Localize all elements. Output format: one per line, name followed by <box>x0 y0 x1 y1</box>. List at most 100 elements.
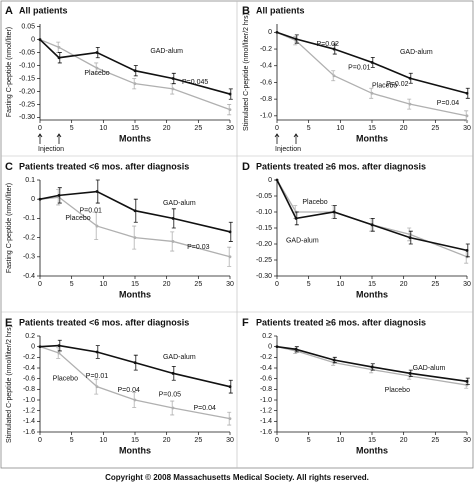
x-tick-label: 10 <box>99 125 107 132</box>
y-tick-label: -0.10 <box>256 209 272 216</box>
point <box>133 236 137 240</box>
point <box>38 345 42 349</box>
point <box>38 38 42 41</box>
x-tick-label: 0 <box>38 281 42 288</box>
injection-arrow <box>56 133 62 144</box>
point <box>171 77 175 80</box>
y-tick-label: -0.2 <box>260 354 272 361</box>
point <box>57 351 61 355</box>
x-tick-label: 30 <box>463 437 471 444</box>
y-tick-label: -1.6 <box>23 429 35 436</box>
x-tick-label: 5 <box>307 281 311 288</box>
x-tick-label: 15 <box>131 281 139 288</box>
y-tick-label: 0.2 <box>25 333 35 340</box>
y-tick-label: -1.4 <box>23 418 35 425</box>
point <box>171 240 175 243</box>
point <box>133 361 137 365</box>
series-label: Placebo <box>302 199 327 206</box>
panel-title: Patients treated ≥6 mos. after diagnosis <box>256 161 426 171</box>
y-tick-label: -1.6 <box>260 429 272 436</box>
y-tick-label: -0.15 <box>19 75 35 82</box>
y-tick-label: -0.6 <box>260 79 272 86</box>
injection-label: Injection <box>38 146 64 153</box>
x-tick-label: 25 <box>194 125 202 132</box>
series-line <box>276 346 468 386</box>
p-value: P=0.01 <box>79 208 101 215</box>
y-tick-label: -0.05 <box>19 49 35 56</box>
y-tick-label: 0.1 <box>25 177 35 184</box>
y-tick-label: 0.05 <box>21 23 35 30</box>
x-tick-label: 15 <box>368 125 376 132</box>
point <box>370 365 374 369</box>
panel-title: Patients treated <6 mos. after diagnosis <box>19 161 189 171</box>
series-label: Placebo <box>84 70 109 77</box>
point <box>332 74 336 78</box>
y-tick-label: -1.2 <box>260 408 272 415</box>
injection-arrow <box>293 133 299 144</box>
point <box>95 224 99 228</box>
y-tick-label: -0.6 <box>23 376 35 383</box>
x-tick-label: 30 <box>463 125 471 132</box>
series-label: GAD-alum <box>163 354 196 361</box>
x-tick-label: 0 <box>38 125 42 132</box>
x-axis-label: Months <box>119 289 151 299</box>
x-tick-label: 25 <box>431 125 439 132</box>
point <box>465 91 469 95</box>
panel-letter: D <box>242 161 250 173</box>
point <box>171 87 175 91</box>
x-tick-label: 20 <box>163 125 171 132</box>
p-value: P=0.04 <box>193 405 215 412</box>
series-line <box>39 38 231 95</box>
p-value: P=0.02 <box>386 81 408 88</box>
point <box>465 379 469 383</box>
x-tick-label: 5 <box>307 125 311 132</box>
p-value: P=0.01 <box>348 64 370 71</box>
x-tick-label: 10 <box>99 281 107 288</box>
point <box>133 82 137 86</box>
point <box>275 178 279 182</box>
y-tick-label: -0.10 <box>19 62 35 69</box>
point <box>57 56 61 60</box>
x-tick-label: 10 <box>99 437 107 444</box>
point <box>294 217 298 220</box>
point <box>95 350 99 354</box>
series-line <box>39 196 231 258</box>
x-tick-label: 20 <box>163 437 171 444</box>
y-tick-label: -0.15 <box>256 225 272 232</box>
point <box>332 358 336 362</box>
y-tick-label: -0.2 <box>23 354 35 361</box>
series-label: GAD-alum <box>163 200 196 207</box>
x-tick-label: 30 <box>226 125 234 132</box>
x-axis-label: Months <box>356 289 388 299</box>
y-tick-label: -0.20 <box>19 88 35 95</box>
point <box>95 51 99 54</box>
series-line <box>276 179 468 252</box>
point <box>95 385 99 389</box>
x-tick-label: 10 <box>336 437 344 444</box>
y-tick-label: -0.3 <box>23 254 35 261</box>
point <box>294 37 298 41</box>
x-axis-label: Months <box>356 133 388 143</box>
y-tick-label: -0.4 <box>23 273 35 280</box>
y-tick-label: 0 <box>31 36 35 43</box>
x-tick-label: 5 <box>70 125 74 132</box>
panel-title: Patients treated ≥6 mos. after diagnosis <box>256 317 426 327</box>
y-tick-label: -0.2 <box>260 46 272 53</box>
series-line <box>39 344 231 388</box>
point <box>370 61 374 64</box>
y-tick-label: -1.0 <box>260 113 272 120</box>
point <box>133 69 137 73</box>
y-tick-label: 0 <box>31 196 35 203</box>
point <box>408 371 412 375</box>
y-tick-label: -0.30 <box>256 273 272 280</box>
y-tick-label: -1.0 <box>260 397 272 404</box>
x-tick-label: 25 <box>194 437 202 444</box>
p-value: P=0.05 <box>159 392 181 399</box>
p-value: P=0.045 <box>182 79 208 86</box>
point <box>275 345 279 349</box>
x-tick-label: 30 <box>226 281 234 288</box>
injection-arrow <box>37 133 43 144</box>
x-tick-label: 15 <box>368 437 376 444</box>
point <box>294 347 298 351</box>
